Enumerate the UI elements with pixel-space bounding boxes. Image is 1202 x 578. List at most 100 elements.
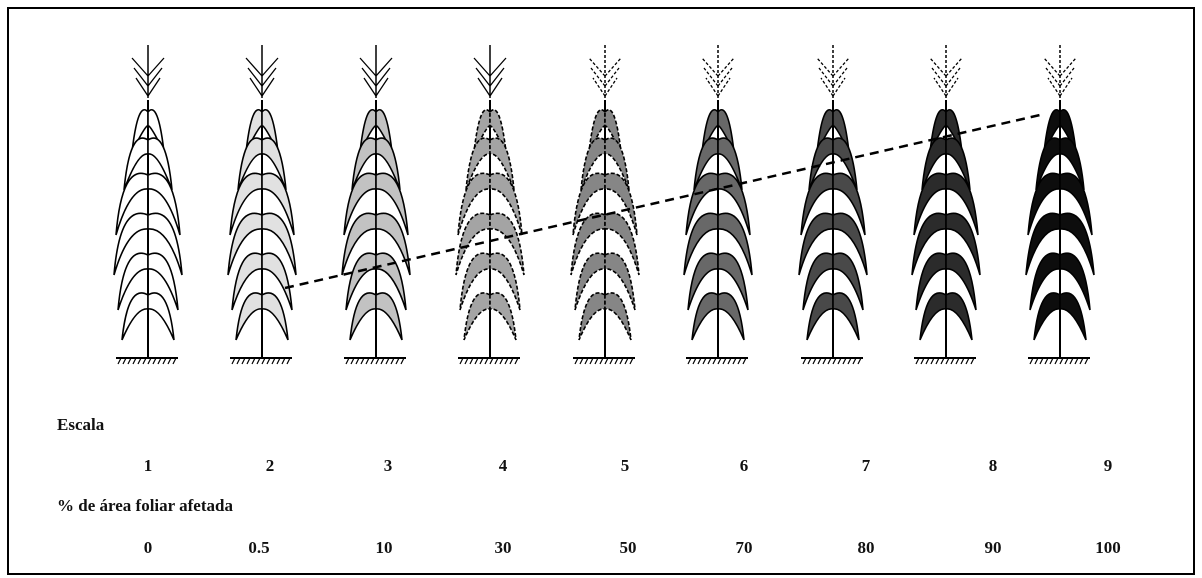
area-value: 90 (985, 538, 1002, 557)
leaf (579, 293, 605, 340)
area-value: 0 (144, 538, 153, 557)
tassel-branch (1060, 78, 1072, 96)
area-value: 0.5 (248, 538, 269, 557)
plant (1026, 45, 1094, 364)
leaf (122, 293, 148, 340)
tassel-branch (706, 78, 718, 96)
scale-level: 9 (1104, 456, 1113, 475)
leaf (490, 293, 516, 340)
tassel-branch (833, 78, 845, 96)
plant (912, 45, 980, 364)
leaf (464, 293, 490, 340)
area-value: 30 (495, 538, 512, 557)
leaf (605, 293, 631, 340)
tassel-branch (1060, 68, 1074, 86)
tassel-branch (718, 58, 734, 76)
figure: Escala % de área foliar afetada 1 2 3 4 5 6 7 8… (0, 0, 1202, 578)
tassel-branch (148, 58, 164, 76)
leaf (148, 293, 174, 340)
leaf (1034, 293, 1060, 340)
page: Escala % de área foliar afetada 1 2 3 4 5 6 7 8… (0, 0, 1202, 578)
plants (114, 45, 1094, 364)
tassel-branch (833, 58, 849, 76)
tassel-branch (248, 68, 262, 86)
tassel-branch (376, 78, 388, 96)
leaf (350, 293, 376, 340)
leaf (807, 293, 833, 340)
scale-level: 6 (740, 456, 749, 475)
tassel-branch (376, 58, 392, 76)
plant (456, 45, 524, 364)
leaf (1060, 293, 1086, 340)
scale-level: 4 (499, 456, 508, 475)
tassel-branch (132, 58, 148, 76)
leaf (262, 293, 288, 340)
tassel-branch (833, 68, 847, 86)
tassel-branch (262, 78, 274, 96)
leaf (946, 293, 972, 340)
tassel-branch (605, 78, 617, 96)
tassel-branch (934, 78, 946, 96)
scale-label: Escala (57, 415, 105, 434)
scale-level: 1 (144, 456, 153, 475)
area-value: 70 (736, 538, 753, 557)
tassel-branch (605, 58, 621, 76)
tassel-branch (490, 78, 502, 96)
tassel-branch (474, 58, 490, 76)
area-value: 10 (376, 538, 393, 557)
leaf (376, 293, 402, 340)
tassel-branch (930, 58, 946, 76)
tassel-branch (376, 68, 390, 86)
plant (571, 45, 639, 364)
plant (342, 45, 410, 364)
tassel-branch (932, 68, 946, 86)
plant (228, 45, 296, 364)
tassel-branch (360, 58, 376, 76)
tassel-branch (819, 68, 833, 86)
tassel-branch (490, 68, 504, 86)
tassel-branch (490, 58, 506, 76)
scale-level: 8 (989, 456, 998, 475)
tassel-branch (1046, 68, 1060, 86)
tassel-branch (593, 78, 605, 96)
tassel-branch (148, 78, 160, 96)
leaf (236, 293, 262, 340)
tassel-branch (589, 58, 605, 76)
plant (684, 45, 752, 364)
area-label: % de área foliar afetada (57, 496, 233, 515)
tassel-branch (702, 58, 718, 76)
tassel-branch (704, 68, 718, 86)
area-value: 50 (620, 538, 637, 557)
tassel-branch (148, 68, 162, 86)
tassel-branch (946, 68, 960, 86)
leaf (920, 293, 946, 340)
scale-level: 2 (266, 456, 275, 475)
scale-level: 3 (384, 456, 393, 475)
tassel-branch (946, 78, 958, 96)
tassel-branch (362, 68, 376, 86)
tassel-branch (591, 68, 605, 86)
tassel-branch (246, 58, 262, 76)
tassel-branch (718, 78, 730, 96)
scale-level: 5 (621, 456, 630, 475)
tassel-branch (262, 58, 278, 76)
tassel-branch (605, 68, 619, 86)
tassel-branch (262, 68, 276, 86)
tassel-branch (136, 78, 148, 96)
tassel-branch (817, 58, 833, 76)
tassel-branch (1060, 58, 1076, 76)
tassel-branch (1048, 78, 1060, 96)
scale-level: 7 (862, 456, 871, 475)
tassel-branch (250, 78, 262, 96)
area-value: 80 (858, 538, 875, 557)
tassel-branch (1044, 58, 1060, 76)
tassel-branch (946, 58, 962, 76)
area-value: 100 (1095, 538, 1121, 557)
frame (8, 8, 1194, 574)
leaf (692, 293, 718, 340)
tassel-branch (476, 68, 490, 86)
tassel-branch (718, 68, 732, 86)
tassel-branch (821, 78, 833, 96)
tassel-branch (478, 78, 490, 96)
leaf (718, 293, 744, 340)
